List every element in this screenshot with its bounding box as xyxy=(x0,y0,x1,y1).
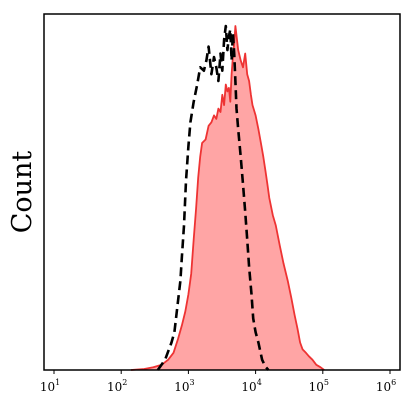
series-1-area xyxy=(131,26,325,370)
x-tick-label-2: 103 xyxy=(174,378,194,394)
x-tick-label-4: 105 xyxy=(309,378,329,394)
series-1-line xyxy=(130,25,325,371)
series-layer xyxy=(130,24,325,371)
plot-frame xyxy=(43,13,401,371)
x-tick-label-0: 101 xyxy=(40,378,60,394)
x-tick-label-3: 104 xyxy=(241,378,261,394)
y-axis-label: Count xyxy=(7,151,38,234)
series-0-line xyxy=(156,24,270,371)
x-tick-label-1: 102 xyxy=(107,378,127,394)
x-axis-ticks: 101 102 103 104 105 106 xyxy=(40,370,396,394)
x-tick-label-5: 106 xyxy=(376,378,396,394)
